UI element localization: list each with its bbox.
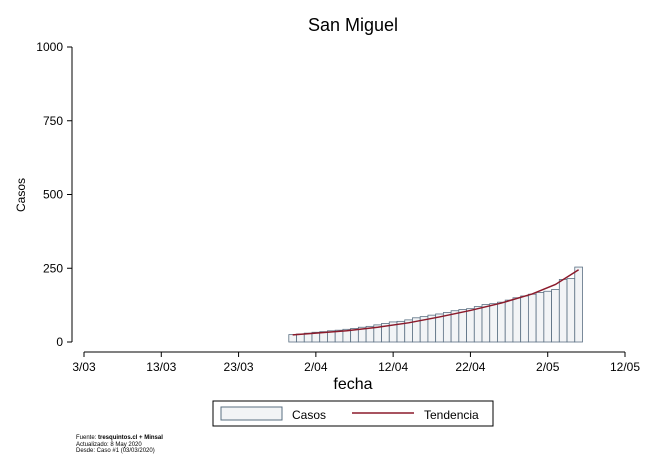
updated-line: Actualizado: 8 May 2020 xyxy=(76,441,142,448)
y-ticks: 0 250 500 750 1000 xyxy=(36,40,72,349)
y-axis-title: Casos xyxy=(14,178,28,212)
x-tick-label: 3/03 xyxy=(72,360,96,374)
y-tick-label: 0 xyxy=(56,335,63,349)
y-tick-label: 750 xyxy=(43,114,63,128)
bar xyxy=(527,293,537,343)
bar xyxy=(442,312,452,343)
bar xyxy=(450,310,460,343)
trend-series xyxy=(292,269,580,336)
x-ticks: 3/03 13/03 23/03 2/04 12/04 22/04 2/05 12/05 xyxy=(72,352,640,374)
bar xyxy=(481,304,491,343)
since-line: Desde: Caso #1 (03/03/2020) xyxy=(76,448,155,454)
bar xyxy=(551,289,560,343)
bar xyxy=(489,303,498,343)
source-line: Fuente: tresquintos.cl + Minsal xyxy=(76,435,163,441)
y-tick-label: 1000 xyxy=(36,40,63,54)
x-tick-label: 2/05 xyxy=(536,360,560,374)
legend: Casos Tendencia xyxy=(212,400,494,427)
bar-series xyxy=(288,266,583,343)
chart-title: San Miguel xyxy=(308,15,398,35)
legend-swatch-casos xyxy=(220,406,283,421)
bar xyxy=(566,278,576,343)
bar xyxy=(288,334,297,343)
bar xyxy=(504,299,514,343)
x-tick-label: 13/03 xyxy=(146,360,176,374)
bar xyxy=(520,295,529,343)
bar xyxy=(543,290,552,343)
x-tick-label: 2/04 xyxy=(304,360,328,374)
source-note: Fuente: tresquintos.cl + Minsal Actualiz… xyxy=(76,435,163,455)
bar xyxy=(558,279,568,343)
bar xyxy=(458,309,467,343)
bar xyxy=(512,297,522,343)
bar xyxy=(574,266,583,343)
trend-line xyxy=(292,269,580,336)
bar xyxy=(497,301,506,343)
legend-label-tendencia: Tendencia xyxy=(424,408,479,422)
x-tick-label: 12/04 xyxy=(378,360,408,374)
bar xyxy=(535,292,545,343)
x-tick-label: 12/05 xyxy=(610,360,640,374)
x-axis-title: fecha xyxy=(333,376,372,393)
x-tick-label: 23/03 xyxy=(224,360,254,374)
x-tick-label: 22/04 xyxy=(455,360,485,374)
bar xyxy=(473,306,483,343)
legend-label-casos: Casos xyxy=(292,408,326,422)
y-tick-label: 500 xyxy=(43,188,63,202)
bar xyxy=(466,308,475,343)
y-tick-label: 250 xyxy=(43,261,63,275)
